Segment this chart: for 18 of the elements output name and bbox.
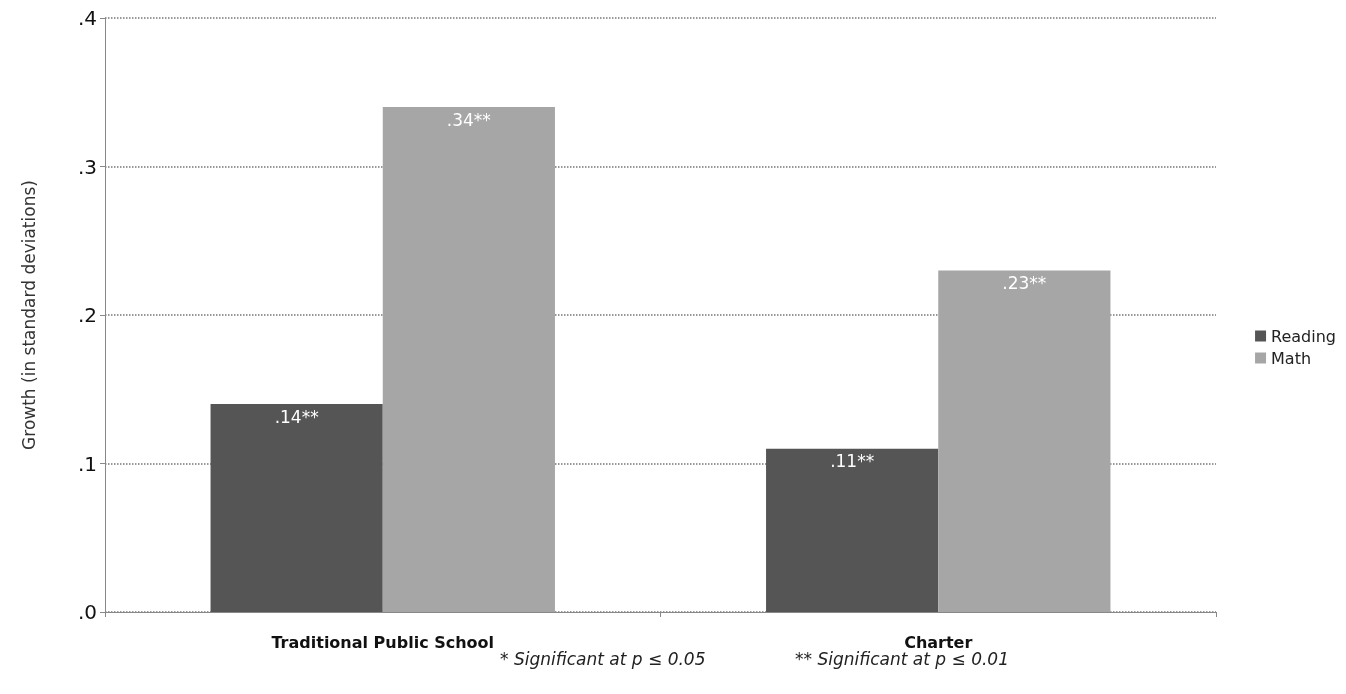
y-tick-label: .4 [77,6,97,30]
bar [210,404,383,612]
data-label: .34** [446,109,491,130]
y-tick-label: .3 [77,154,97,179]
y-axis-title: Growth (in standard deviations) [18,180,39,450]
bar [766,448,939,612]
bar [938,270,1111,612]
x-tick-label: Traditional Public School [271,632,495,652]
y-tick-label: .2 [77,303,97,327]
text: * Significant at p ≤ 0.05 [500,648,706,669]
legend-label: Reading [1271,326,1337,346]
legend-label: Math [1271,348,1312,368]
y-tick-label: .1 [77,451,97,476]
data-label: .14** [274,406,319,427]
bar [382,107,555,612]
y-tick-label: .0 [77,600,97,624]
data-label: .11** [830,451,875,472]
data-label: .23** [1002,272,1047,293]
